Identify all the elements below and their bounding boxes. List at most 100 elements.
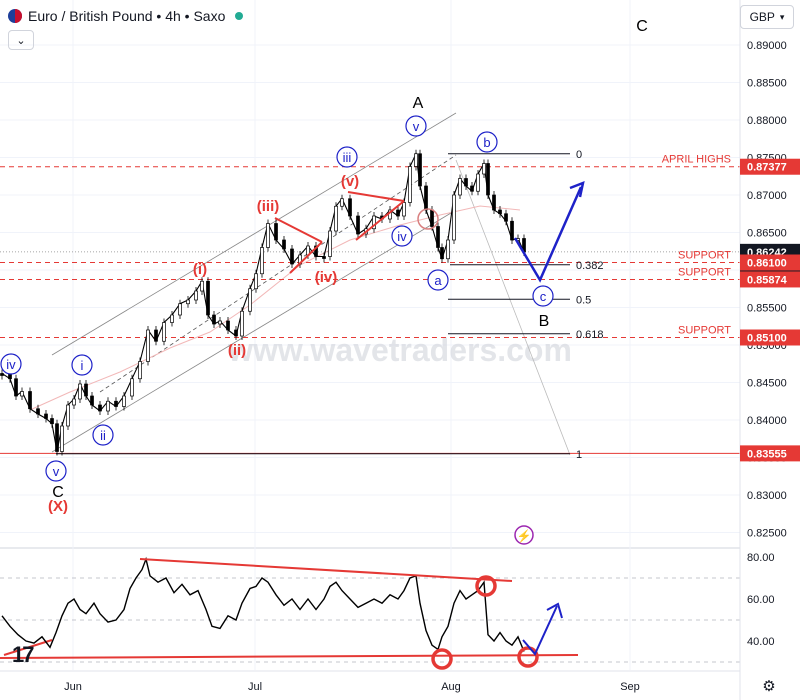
- wave-label-circle: [532, 285, 554, 307]
- price-level-label: 0.85874: [747, 274, 788, 286]
- oscillator-support-line: [0, 654, 579, 659]
- moving-average-line: [29, 205, 521, 411]
- oscillator-line: [1, 556, 525, 652]
- candle-body: [476, 173, 480, 192]
- price-tick-label: 0.88000: [747, 115, 787, 127]
- symbol-header[interactable]: Euro / British Pound • 4h • Saxo: [8, 7, 244, 25]
- candle-body: [436, 226, 440, 248]
- candle-body: [260, 247, 264, 275]
- lightning-glyph: ⚡: [517, 529, 532, 543]
- triangle-trend-line: [347, 191, 405, 202]
- fib-level-label: 0: [576, 149, 582, 161]
- wave-label-circle: [0, 353, 22, 375]
- time-tick-label: Aug: [441, 681, 461, 693]
- wave-label-circle: [476, 131, 498, 153]
- symbol-title: Euro / British Pound • 4h • Saxo: [28, 8, 226, 24]
- wave-label: C: [52, 484, 64, 501]
- candle-body: [98, 404, 102, 412]
- wave-label: B: [539, 313, 550, 330]
- fib-level-label: 1: [576, 449, 582, 461]
- time-tick-label: Sep: [620, 681, 640, 693]
- oscillator-tick-label: 60.00: [747, 594, 775, 606]
- candle-body: [240, 310, 244, 337]
- grid: [0, 0, 800, 672]
- wave-label: (X): [48, 498, 68, 515]
- wave-label: i: [81, 358, 84, 373]
- candle-body: [212, 314, 216, 325]
- candle-body: [504, 213, 508, 222]
- wave-label-circle: [71, 354, 93, 376]
- price-axis-background: [740, 0, 800, 700]
- candle-body: [470, 185, 474, 192]
- price-level-tag: [740, 254, 800, 271]
- candle-body: [90, 395, 94, 406]
- oscillator-arrow-head: [546, 602, 563, 619]
- chevron-down-icon: ▾: [779, 11, 785, 22]
- candle-body: [36, 408, 40, 415]
- candle-body: [66, 404, 70, 427]
- candle-body: [55, 423, 59, 452]
- time-tick-label: Jun: [64, 681, 82, 693]
- wave-label: C: [636, 18, 648, 35]
- candle-body: [84, 383, 88, 397]
- price-level-tag: [740, 445, 800, 462]
- oscillator-highlight-circle: [475, 575, 497, 597]
- wave-label: A: [413, 95, 424, 112]
- wave-label-circle: [92, 424, 114, 446]
- triangle-trend-line: [289, 241, 323, 274]
- candle-body: [122, 395, 126, 407]
- currency-flag-icon: [8, 9, 22, 23]
- currency-label: GBP: [749, 10, 775, 24]
- wave-label: (i): [193, 261, 207, 278]
- triangle-trend-line: [274, 217, 323, 243]
- candle-body: [218, 320, 222, 325]
- wave-label: iv: [397, 229, 407, 244]
- price-level-annotation: APRIL HIGHS: [662, 154, 731, 166]
- candle-body: [418, 153, 422, 187]
- oscillator-projection-arrow: [522, 605, 558, 656]
- triangle-trend-line: [355, 200, 405, 241]
- candle-body: [130, 378, 134, 397]
- fib-trend-line: [455, 159, 571, 456]
- candle-body: [408, 166, 412, 203]
- oscillator-trend-line: [139, 558, 513, 582]
- price-tick-label: 0.85500: [747, 303, 787, 315]
- oscillator-tick-label: 40.00: [747, 636, 775, 648]
- wave-label-circle: [45, 460, 67, 482]
- projection-arrow: [513, 186, 583, 283]
- oscillator-pane: [0, 556, 740, 670]
- fib-level-label: 0.382: [576, 260, 604, 272]
- wave-label: b: [483, 135, 490, 150]
- price-level-label: 0.85100: [747, 333, 787, 345]
- candle-body: [254, 273, 258, 290]
- candle-body: [452, 194, 456, 241]
- candle-body: [154, 329, 158, 342]
- price-level-label: 0.83555: [747, 448, 787, 460]
- market-status-icon: [235, 12, 244, 20]
- candle-body: [60, 425, 64, 452]
- candle-body: [186, 299, 190, 305]
- price-level-label: 0.86100: [747, 258, 787, 270]
- candle-body: [414, 153, 418, 167]
- annotations-under: [0, 112, 740, 456]
- price-tick-label: 0.84500: [747, 378, 787, 390]
- candle-body: [340, 198, 344, 207]
- price-tick-label: 0.82500: [747, 528, 787, 540]
- candle-body: [424, 185, 428, 211]
- wave-label: v: [53, 464, 60, 479]
- price-tick-label: 0.87000: [747, 190, 787, 202]
- candle-body: [206, 280, 210, 316]
- candle-body: [78, 383, 82, 400]
- collapse-button[interactable]: ⌄: [8, 30, 34, 50]
- candle-body: [322, 256, 326, 259]
- candle-body: [328, 230, 332, 257]
- gear-icon[interactable]: ⚙: [762, 678, 776, 695]
- candle-body: [492, 194, 496, 211]
- candle-body: [28, 391, 32, 410]
- price-axis[interactable]: 0.825000.830000.835000.840000.845000.850…: [739, 0, 800, 700]
- wave-label: c: [540, 289, 547, 304]
- currency-selector[interactable]: GBP ▾: [740, 5, 794, 29]
- oscillator-highlight-circle: [431, 648, 453, 670]
- time-axis[interactable]: Jun Jul Aug Sep: [64, 681, 640, 693]
